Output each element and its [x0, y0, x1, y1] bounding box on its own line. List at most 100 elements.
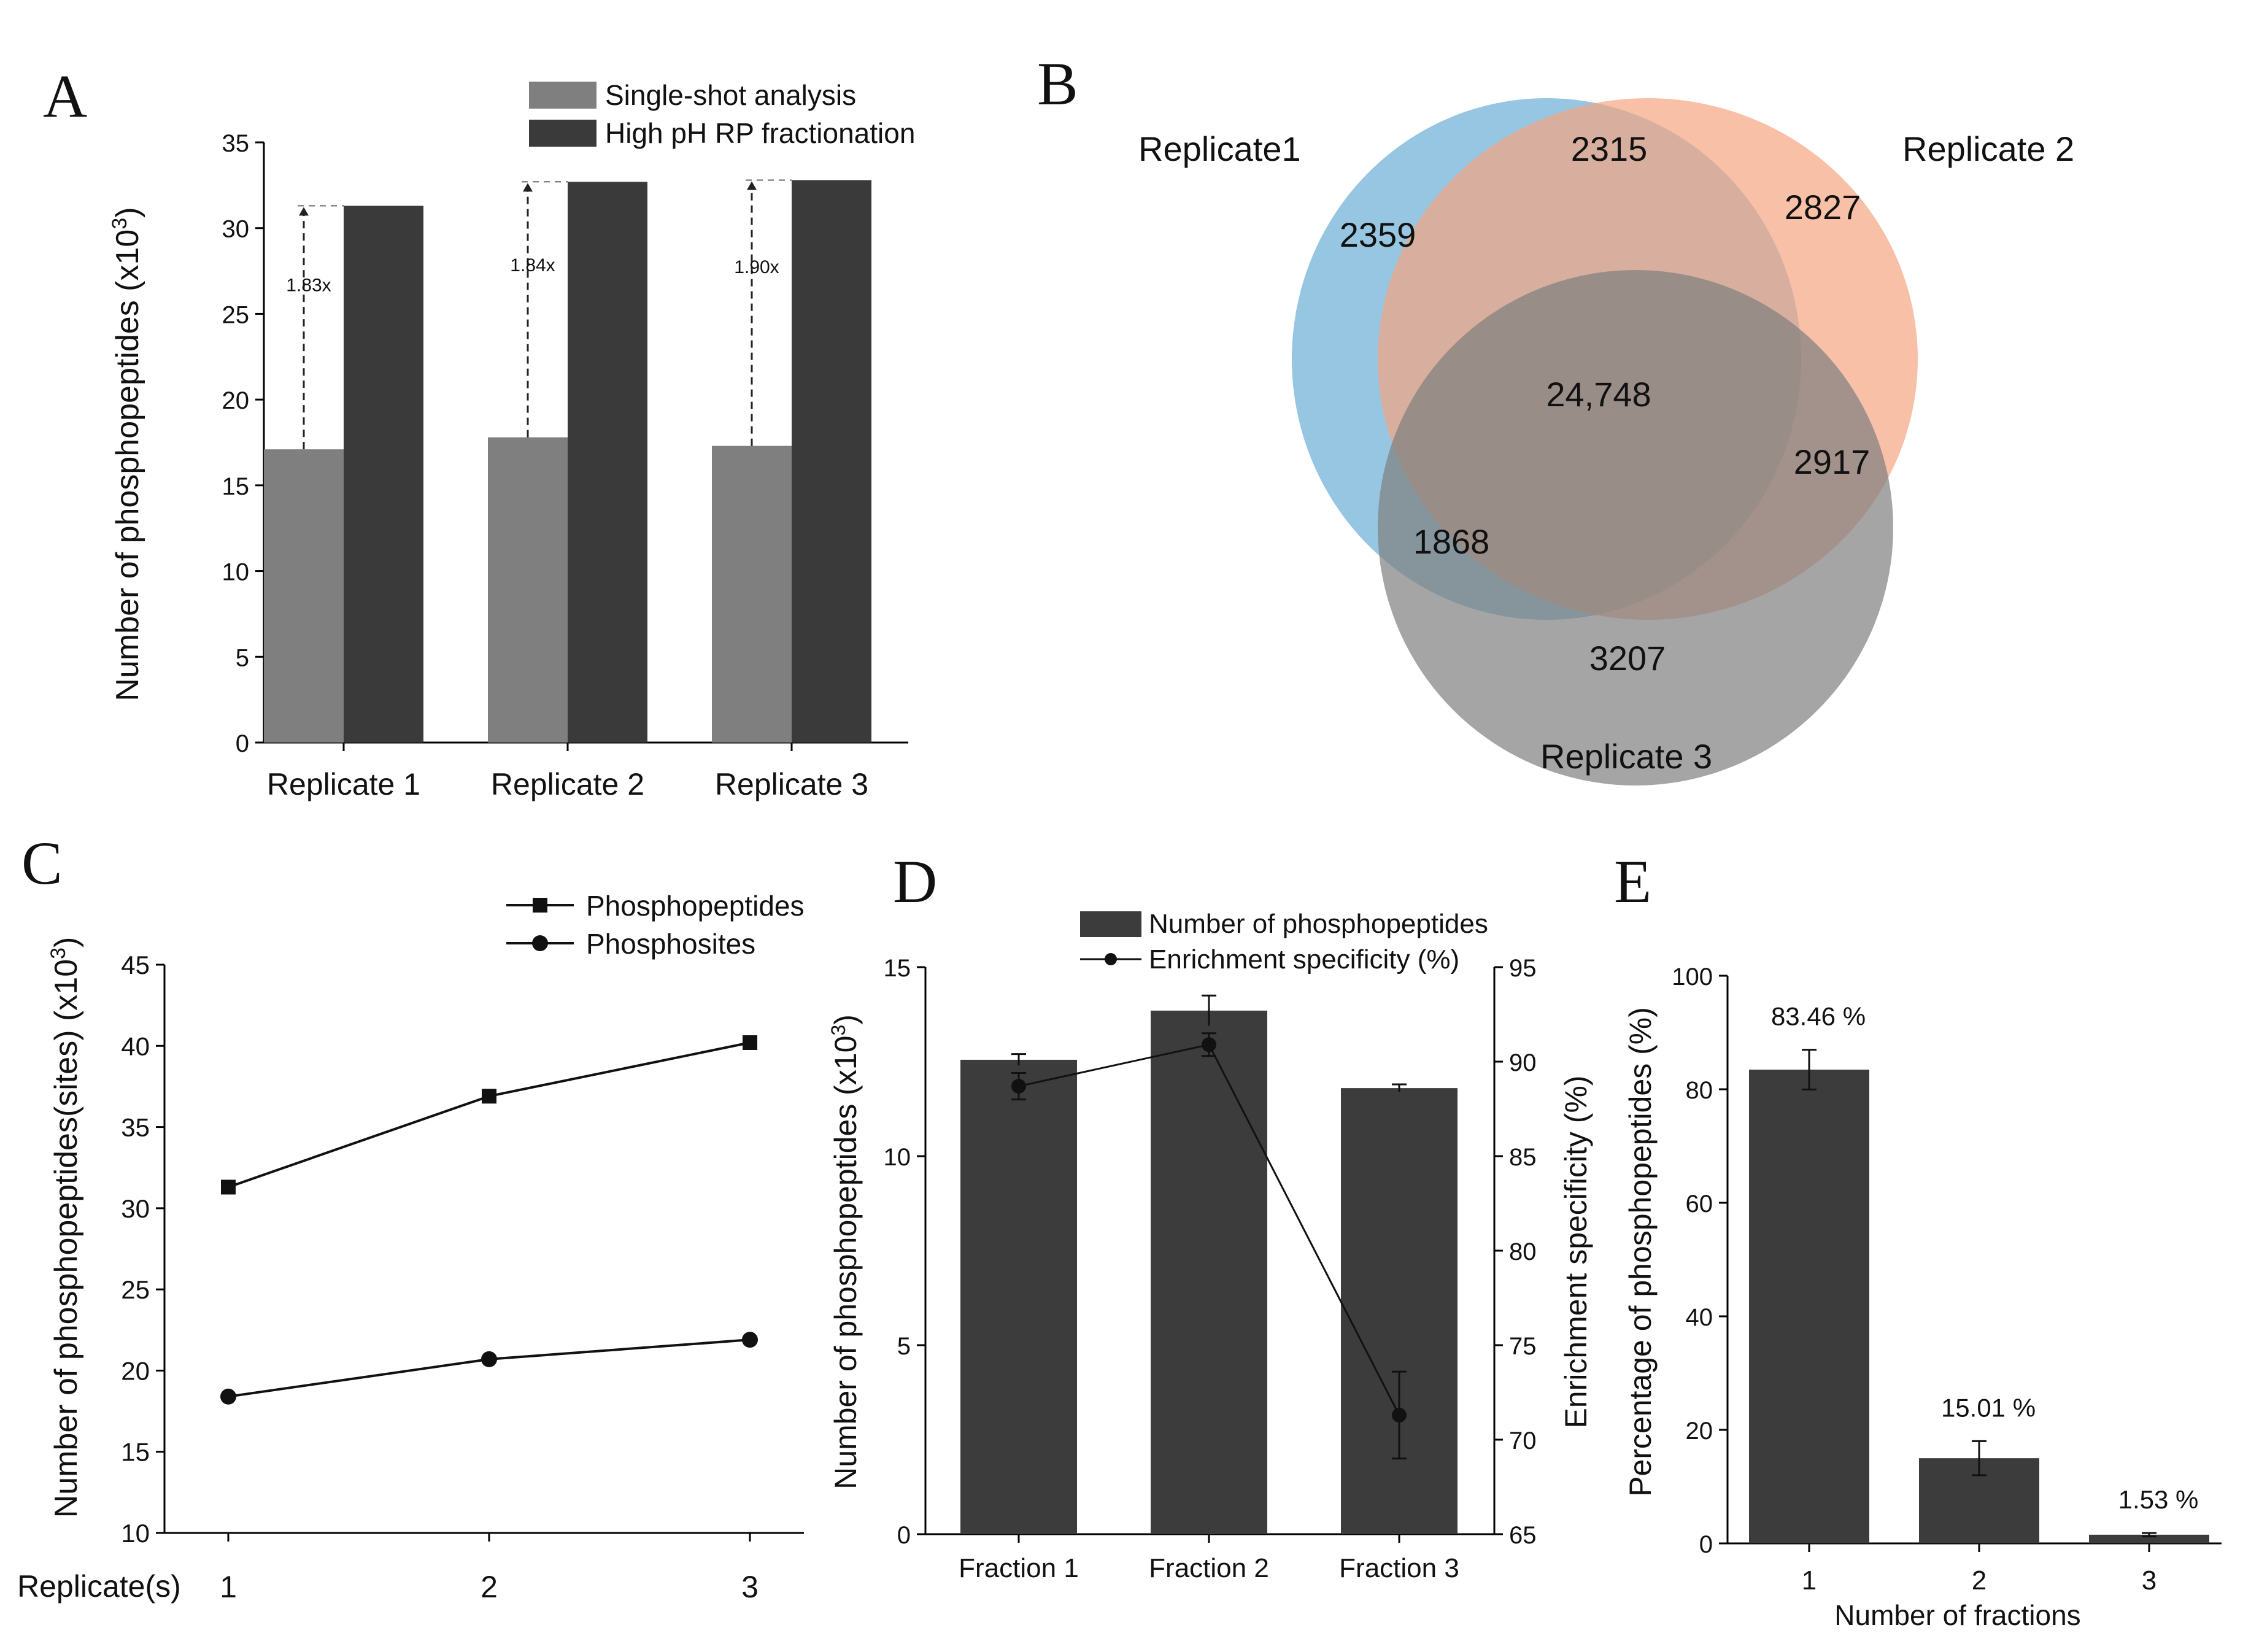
c-x-tick-label: 1: [220, 1570, 237, 1604]
c-point-square: [221, 1179, 236, 1195]
a-y-axis: 0 5 10 15 20 25 30 35: [222, 130, 265, 757]
d-bars: [960, 994, 1458, 1534]
e-bar-value-label: 83.46 %: [1771, 1002, 1866, 1031]
a-legend-high-ph: High pH RP fractionation: [605, 117, 915, 149]
a-legend-single-shot: Single-shot analysis: [605, 79, 856, 111]
panel-letter-b: B: [1037, 50, 1078, 118]
c-y-axis: 10 15 20 25 30 35 40 45: [121, 951, 166, 1548]
a-bar-single-shot: [488, 437, 568, 743]
e-y-axis-label: Percentage of phosphopeptides (%): [1623, 1007, 1658, 1497]
c-y-tick-label: 15: [121, 1438, 150, 1467]
d-x-axis: Fraction 1 Fraction 2 Fraction 3: [925, 1533, 1494, 1583]
a-y-tick-label: 5: [236, 644, 249, 671]
c-legend-marker-square: [533, 898, 547, 913]
a-y-tick-label: 0: [236, 730, 249, 757]
a-y-axis-label: Number of phosphopeptides (x103): [108, 207, 145, 701]
d-bar: [1151, 1010, 1267, 1534]
a-y-tick-label: 20: [222, 387, 250, 414]
d-y2-tick-label: 80: [1509, 1238, 1537, 1265]
venn-label-replicate2: Replicate 2: [1902, 129, 2074, 168]
venn-region-only1: 2359: [1340, 215, 1416, 254]
d-legend-marker: [1105, 953, 1117, 965]
d-y-tick-label: 5: [897, 1333, 911, 1360]
a-legend-swatch-high-ph: [529, 120, 597, 147]
d-line-point: [1011, 1079, 1026, 1094]
a-x-tick-label: Replicate 2: [491, 767, 644, 801]
d-legend-swatch-bars: [1080, 911, 1141, 937]
a-bar-high-ph: [568, 182, 647, 743]
c-series: [220, 1035, 758, 1405]
venn-label-replicate3: Replicate 3: [1540, 737, 1712, 776]
d-y2-tick-label: 65: [1509, 1522, 1537, 1549]
venn-circle-replicate3: [1378, 270, 1893, 785]
a-y-tick-label: 25: [222, 301, 250, 328]
venn-region-r23: 2917: [1794, 442, 1871, 481]
c-legend-phosphopeptides: Phosphopeptides: [586, 890, 805, 922]
a-fold-label: 1.90x: [734, 257, 779, 277]
d-y2-tick-label: 70: [1509, 1427, 1537, 1454]
a-x-tick-label: Replicate 1: [267, 767, 420, 801]
d-y-tick-label: 0: [897, 1522, 911, 1549]
a-y-tick-label: 15: [222, 473, 250, 500]
c-line-phosphopeptides: [228, 1041, 751, 1189]
a-bar-single-shot: [264, 449, 344, 743]
c-point-circle: [220, 1388, 236, 1405]
c-x-tick-label: 3: [741, 1570, 759, 1604]
e-x-tick-label: 2: [1972, 1565, 1987, 1596]
a-y-tick-label: 35: [222, 130, 250, 157]
c-y-tick-label: 40: [121, 1032, 150, 1060]
panel-letter-c: C: [21, 829, 63, 897]
c-point-square: [482, 1089, 496, 1104]
c-y-tick-label: 30: [121, 1194, 150, 1223]
d-y-tick-label: 10: [884, 1144, 911, 1171]
d-y-axis: 0 5 10 15: [884, 955, 927, 1549]
e-y-tick-label: 40: [1686, 1304, 1713, 1331]
d-bar: [960, 1059, 1077, 1534]
a-bar-high-ph: [792, 180, 871, 743]
c-y-tick-label: 45: [121, 951, 150, 979]
c-line-phosphosites: [228, 1338, 751, 1398]
panel-c: C Number of phosphopeptides(sites) (x103…: [17, 829, 805, 1604]
e-x-tick-label: 1: [1802, 1565, 1817, 1596]
e-bars: 83.46 % 15.01 % 1.53 %: [1749, 1002, 2209, 1543]
d-y2-axis: 65 70 75 80 85 90 95: [1493, 955, 1537, 1549]
a-fold-arrow-head: [523, 183, 533, 192]
c-point-circle: [481, 1351, 497, 1367]
a-bar-single-shot: [712, 446, 792, 743]
e-bar: [2089, 1534, 2209, 1543]
panel-d: D Number of phosphopeptides (x103) Enric…: [827, 847, 1593, 1583]
panel-letter-e: E: [1614, 847, 1651, 916]
c-point-square: [743, 1035, 757, 1050]
venn-label-replicate1: Replicate1: [1138, 129, 1301, 168]
e-y-tick-label: 100: [1672, 963, 1713, 990]
c-y-axis-label: Number of phosphopeptides(sites) (x103): [47, 937, 84, 1518]
d-enrichment-line: [1011, 1032, 1407, 1460]
panel-b: B Replicate1 Replicate 2 Replicate 3 235…: [1037, 50, 2074, 785]
e-y-tick-label: 0: [1699, 1531, 1713, 1558]
a-y-tick-label: 10: [222, 559, 250, 586]
venn-region-r123: 24,748: [1546, 375, 1651, 414]
a-y-tick-label: 30: [222, 216, 250, 243]
e-bar-value-label: 1.53 %: [2118, 1485, 2199, 1514]
panel-a: A Number of phosphopeptides (x103) 0 5 10 1…: [43, 62, 915, 801]
d-bar: [1341, 1088, 1458, 1534]
c-legend-phosphosites: Phosphosites: [586, 928, 755, 960]
e-bar-value-label: 15.01 %: [1941, 1393, 2036, 1422]
d-legend-bars: Number of phosphopeptides: [1149, 909, 1488, 939]
c-legend-marker-circle: [532, 935, 548, 951]
e-x-axis-label: Number of fractions: [1834, 1599, 2080, 1631]
a-fold-annotations: 1.83x 1.84x 1.90x: [286, 179, 792, 450]
a-legend-swatch-single-shot: [529, 82, 597, 109]
panel-letter-d: D: [893, 847, 937, 916]
d-y-axis-label: Number of phosphopeptides (x103): [827, 1014, 863, 1489]
venn-region-r13: 1868: [1413, 522, 1490, 561]
a-fold-label: 1.83x: [286, 275, 331, 295]
c-y-tick-label: 35: [121, 1113, 150, 1142]
c-y-tick-label: 10: [121, 1519, 150, 1548]
d-line-point: [1392, 1407, 1407, 1422]
venn-region-only2: 2827: [1785, 188, 1861, 226]
e-bar: [1749, 1069, 1869, 1543]
a-legend: Single-shot analysis High pH RP fraction…: [529, 79, 915, 149]
d-x-tick-label: Fraction 1: [959, 1553, 1079, 1583]
